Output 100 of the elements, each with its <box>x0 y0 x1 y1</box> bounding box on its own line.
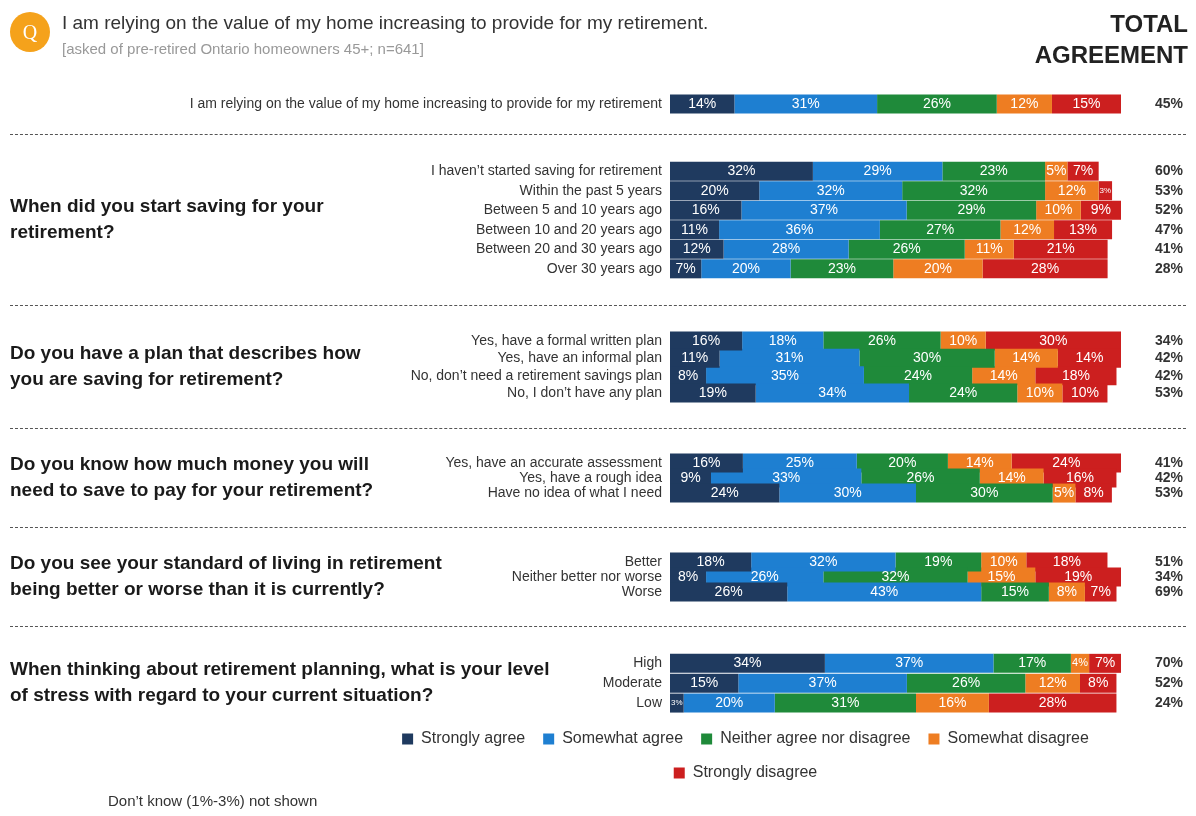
text: 34% <box>1154 331 1184 348</box>
data-label: 21% <box>1046 240 1075 257</box>
data-label: 15% <box>690 674 719 691</box>
data-label: 32% <box>959 181 988 198</box>
text: 52% <box>1154 674 1184 691</box>
legend-label: Somewhat agree <box>562 729 684 747</box>
data-label: 31% <box>775 349 804 366</box>
data-label: 7% <box>1072 162 1094 179</box>
data-label: 3% <box>671 698 683 708</box>
data-label: 30% <box>1039 331 1068 348</box>
text: 51% <box>1154 552 1184 569</box>
data-label: 24% <box>710 483 739 500</box>
data-label: 11% <box>681 220 709 237</box>
data-label: 16% <box>938 693 967 710</box>
data-label: 26% <box>714 582 743 599</box>
data-label: 9% <box>1090 201 1112 218</box>
data-label: 36% <box>785 220 814 237</box>
data-label: 13% <box>1069 220 1098 237</box>
data-label: 20% <box>888 453 917 470</box>
data-label: 8% <box>677 366 699 383</box>
data-label: 20% <box>700 181 729 198</box>
text: 34% <box>1154 567 1184 584</box>
data-label: 7% <box>675 259 696 276</box>
y-tick-label: No, I don’t have any plan <box>507 383 662 400</box>
data-label: 33% <box>772 468 801 485</box>
data-label: 24% <box>1052 453 1081 470</box>
data-label: 9% <box>680 468 701 485</box>
data-label: 10% <box>989 552 1018 569</box>
y-tick-label: Better <box>624 552 663 569</box>
data-label: 19% <box>698 383 727 400</box>
data-label: 16% <box>692 453 721 470</box>
data-label: 16% <box>691 201 720 218</box>
text: 53% <box>1154 383 1184 400</box>
text: 24% <box>1154 693 1184 710</box>
question-icon: Q <box>10 12 50 52</box>
y-tick-label: I am relying on the value of my home increasing to provide for my retirement <box>189 94 663 111</box>
data-label: 14% <box>688 94 717 111</box>
text: 45% <box>1154 94 1184 111</box>
data-label: 25% <box>785 453 814 470</box>
data-label: 29% <box>863 162 892 179</box>
data-label: 32% <box>881 567 910 584</box>
data-label: 7% <box>1090 582 1111 599</box>
data-label: 4% <box>1072 656 1089 669</box>
y-tick-label: Between 20 and 30 years ago <box>475 240 663 257</box>
data-label: 17% <box>1018 654 1047 671</box>
data-label: 35% <box>770 366 800 383</box>
data-label: 8% <box>1083 483 1104 500</box>
data-label: 3% <box>1099 185 1112 195</box>
data-label: 23% <box>827 259 856 276</box>
data-label: 18% <box>1061 366 1090 383</box>
text: Don’t know (1%-3%) not shown <box>108 792 318 809</box>
legend-label: Strongly disagree <box>692 763 818 781</box>
bar <box>877 94 997 114</box>
data-label: 30% <box>833 483 862 500</box>
data-label: 20% <box>715 693 744 710</box>
data-label: 37% <box>810 201 839 218</box>
data-label: 34% <box>818 383 847 400</box>
data-label: 24% <box>904 366 933 383</box>
data-label: 30% <box>970 483 999 500</box>
text: 28% <box>1154 259 1184 276</box>
data-label: 26% <box>892 240 921 257</box>
data-label: 15% <box>1072 94 1101 111</box>
y-axis-title: Do you have a plan that describes how you are saving for retirement? <box>10 342 361 390</box>
text: I am relying on the value of my home increasing to provide for my retirement. <box>62 12 709 34</box>
data-label: 10% <box>949 331 978 348</box>
data-label: 12% <box>1013 220 1042 237</box>
data-label: 11% <box>975 240 1003 257</box>
data-label: 37% <box>808 674 837 691</box>
data-label: 12% <box>1057 181 1086 198</box>
data-label: 5% <box>1053 483 1075 500</box>
data-label: 10% <box>1025 383 1054 400</box>
y-tick-label: Over 30 years ago <box>546 259 663 276</box>
y-tick-label: I haven’t started saving for retirement <box>430 162 663 179</box>
data-label: 8% <box>677 567 699 584</box>
data-label: 28% <box>1038 693 1067 710</box>
data-label: 16% <box>1065 468 1095 485</box>
y-tick-label: Yes, have an informal plan <box>497 349 662 366</box>
bar <box>734 94 878 114</box>
data-label: 26% <box>922 94 951 111</box>
annotation: TOTAL AGREEMENT <box>1033 9 1188 70</box>
data-label: 18% <box>768 331 797 348</box>
y-tick-label: Yes, have an accurate assessment <box>445 453 663 470</box>
data-label: 12% <box>1038 674 1067 691</box>
data-label: 5% <box>1046 162 1067 179</box>
data-label: 14% <box>989 366 1018 383</box>
y-axis-title: When thinking about retirement planning, what is your level of stress with regard to your current situation? <box>10 658 550 706</box>
data-label: 26% <box>906 468 935 485</box>
data-label: 23% <box>979 162 1008 179</box>
data-label: 32% <box>816 181 845 198</box>
text: 42% <box>1154 468 1184 485</box>
data-label: 28% <box>772 240 801 257</box>
data-label: 14% <box>965 453 994 470</box>
text: 42% <box>1154 366 1184 383</box>
y-tick-label: Moderate <box>602 674 663 691</box>
data-label: 14% <box>1075 349 1104 366</box>
data-label: 14% <box>997 468 1026 485</box>
y-tick-label: Worse <box>621 582 663 599</box>
data-label: 30% <box>913 349 942 366</box>
text: 60% <box>1154 162 1184 179</box>
y-tick-label: No, don’t need a retirement savings plan <box>410 366 662 383</box>
